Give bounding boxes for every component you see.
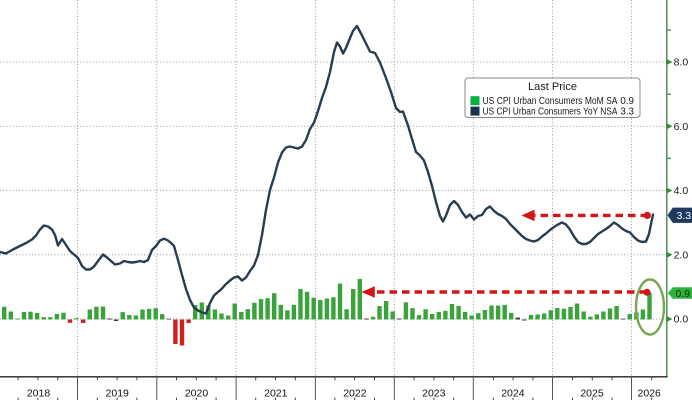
svg-text:4.0: 4.0 — [674, 185, 689, 197]
svg-text:2021: 2021 — [264, 388, 288, 400]
svg-text:3.3: 3.3 — [677, 210, 692, 222]
svg-text:2018: 2018 — [27, 388, 51, 400]
svg-text:US CPI Urban Consumers MoM SA: US CPI Urban Consumers MoM SA — [483, 96, 618, 107]
svg-text:0.9: 0.9 — [620, 96, 634, 107]
svg-text:0.9: 0.9 — [676, 288, 691, 300]
svg-text:0.0: 0.0 — [674, 314, 689, 326]
svg-text:Last Price: Last Price — [528, 81, 577, 93]
svg-text:8.0: 8.0 — [674, 57, 689, 69]
svg-text:2022: 2022 — [343, 388, 367, 400]
svg-text:2026: 2026 — [638, 388, 662, 400]
svg-text:US CPI Urban Consumers YoY NSA: US CPI Urban Consumers YoY NSA — [483, 107, 618, 118]
svg-text:2019: 2019 — [106, 388, 130, 400]
svg-text:2025: 2025 — [580, 388, 604, 400]
svg-text:3.3: 3.3 — [620, 107, 634, 118]
svg-text:2024: 2024 — [501, 388, 525, 400]
svg-text:2023: 2023 — [422, 388, 446, 400]
svg-text:2.0: 2.0 — [674, 249, 689, 261]
svg-text:6.0: 6.0 — [674, 121, 689, 133]
svg-text:2020: 2020 — [185, 388, 209, 400]
